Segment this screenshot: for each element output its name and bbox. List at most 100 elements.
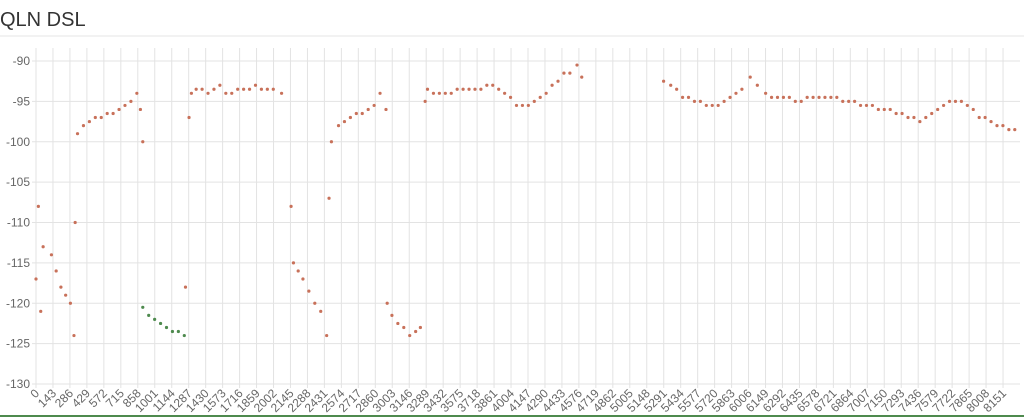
y-tick-label: -130 (6, 377, 30, 391)
point (1007, 128, 1011, 132)
point (431, 91, 436, 95)
point (793, 99, 797, 103)
point (716, 103, 720, 108)
point (187, 115, 191, 120)
point (408, 333, 412, 338)
point (265, 87, 269, 91)
point (319, 309, 323, 313)
point (936, 107, 940, 112)
point (1001, 124, 1005, 128)
point (823, 95, 827, 99)
point (41, 245, 45, 249)
point (455, 87, 459, 91)
point (200, 87, 204, 91)
point (329, 140, 334, 144)
point (977, 115, 981, 120)
y-tick-label: -120 (6, 296, 30, 310)
point (662, 79, 666, 83)
point (918, 119, 922, 124)
point (384, 107, 388, 112)
y-tick-label: -110 (7, 216, 30, 230)
point (105, 111, 109, 116)
point (989, 119, 993, 124)
point (271, 87, 275, 91)
point (971, 107, 975, 112)
point (748, 75, 752, 79)
point (36, 204, 40, 208)
chart-title: QLN DSL (0, 9, 86, 31)
point (882, 107, 886, 112)
point (39, 309, 43, 313)
point (491, 83, 495, 87)
point (327, 196, 331, 200)
point (710, 103, 714, 108)
point (291, 261, 296, 265)
point (900, 111, 904, 116)
point (995, 124, 999, 128)
point (236, 87, 240, 91)
point (817, 95, 821, 99)
point (301, 277, 305, 281)
point (189, 91, 194, 95)
point (734, 91, 738, 95)
point (835, 95, 839, 99)
point (550, 83, 554, 87)
point (117, 107, 121, 112)
point (924, 115, 928, 120)
point (811, 95, 815, 99)
point (526, 103, 530, 108)
point (544, 91, 548, 95)
point (686, 95, 691, 99)
point (805, 95, 809, 99)
point (764, 91, 768, 95)
point (704, 103, 708, 108)
point (34, 277, 38, 281)
point (520, 103, 525, 108)
point (965, 103, 969, 108)
point (224, 91, 228, 95)
point (769, 95, 774, 99)
y-tick-label: -95 (13, 94, 31, 108)
point (894, 111, 898, 116)
point (692, 99, 697, 103)
point (158, 321, 163, 326)
point (864, 103, 869, 108)
point (755, 83, 759, 87)
point (93, 115, 97, 120)
point (73, 220, 77, 225)
point (289, 204, 293, 208)
point (847, 99, 851, 103)
point (336, 124, 341, 128)
point (49, 253, 54, 257)
point (906, 115, 910, 120)
point (212, 87, 216, 91)
point (473, 87, 477, 91)
point (1013, 128, 1017, 132)
point (675, 87, 679, 91)
point (354, 111, 358, 116)
point (87, 119, 91, 124)
point (423, 99, 427, 103)
point (953, 99, 958, 103)
point (247, 87, 252, 91)
point (888, 107, 892, 112)
point (72, 333, 76, 338)
point (575, 63, 579, 67)
point (378, 91, 382, 95)
point (722, 99, 726, 103)
point (876, 107, 880, 112)
point (870, 103, 875, 108)
point (253, 83, 258, 87)
point (307, 289, 311, 293)
point (467, 87, 471, 91)
point (242, 87, 246, 91)
point (775, 95, 780, 99)
point (508, 95, 513, 99)
point (414, 329, 418, 334)
point (366, 107, 370, 112)
point (99, 115, 103, 120)
point (129, 99, 133, 103)
point (141, 305, 145, 309)
point (75, 132, 80, 136)
